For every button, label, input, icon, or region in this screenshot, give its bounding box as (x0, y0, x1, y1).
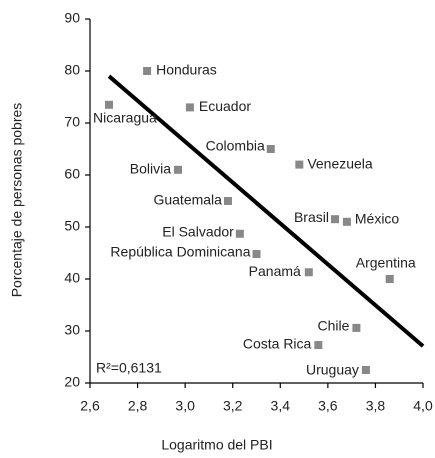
point (314, 341, 323, 350)
point-label: Uruguay (306, 362, 359, 378)
trendline (107, 74, 425, 348)
point (330, 215, 339, 224)
y-tick-label: 50 (64, 218, 80, 234)
point-label: Argentina (356, 255, 416, 271)
y-axis-label: Porcentaje de personas pobres (9, 103, 25, 298)
point-label: México (355, 211, 400, 227)
y-tick-label: 70 (64, 114, 80, 130)
x-tick-label: 3,6 (318, 398, 338, 414)
point-label: República Dominicana (110, 244, 250, 260)
point-label: Panamá (249, 263, 301, 279)
point (385, 275, 394, 283)
point (252, 250, 261, 259)
point (295, 160, 304, 169)
annotation: R²=0,6131 (96, 360, 162, 376)
point-label: El Salvador (162, 223, 234, 239)
point (304, 268, 313, 277)
x-tick-label: 3,8 (366, 398, 386, 414)
point (185, 103, 194, 112)
point (361, 366, 370, 374)
point-label: Guatemala (153, 192, 222, 208)
y-tick-label: 20 (64, 374, 80, 390)
point-label: Nicaragua (93, 110, 157, 126)
x-tick-label: 3,2 (223, 398, 243, 414)
point-label: Bolivia (130, 161, 171, 177)
y-tick-label: 80 (64, 62, 80, 78)
x-tick-label: 2,8 (128, 398, 148, 414)
x-tick-label: 3,4 (271, 398, 291, 414)
y-tick-label: 90 (64, 10, 80, 26)
point (143, 67, 152, 75)
point (266, 145, 275, 153)
point (235, 229, 244, 238)
y-tick-label: 40 (64, 270, 80, 286)
point (223, 197, 232, 205)
x-axis-label: Logaritmo del PBI (161, 437, 272, 453)
point (174, 165, 183, 174)
point-label: Honduras (156, 62, 217, 78)
y-tick-label: 60 (64, 166, 80, 182)
point-label: Chile (317, 318, 349, 334)
x-tick-label: 2,6 (80, 398, 100, 414)
point-label: Ecuador (199, 98, 251, 114)
point (352, 323, 361, 332)
point-label: Venezuela (307, 155, 373, 171)
y-tick-label: 30 (64, 322, 80, 338)
x-tick-label: 4,0 (413, 398, 433, 414)
point-label: Colombia (206, 138, 265, 154)
point-label: Brasil (294, 209, 329, 225)
point (342, 217, 351, 226)
point-label: Costa Rica (243, 336, 312, 352)
point (105, 100, 114, 109)
x-tick-label: 3,0 (175, 398, 195, 414)
